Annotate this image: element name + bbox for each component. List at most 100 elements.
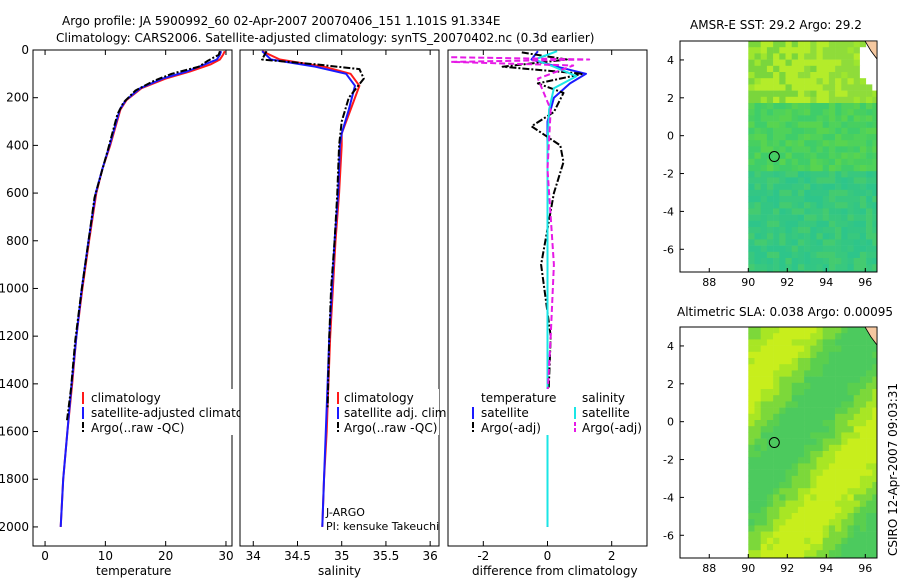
- map-cell: [872, 358, 878, 365]
- map-cell: [748, 426, 755, 433]
- map-cell: [822, 214, 830, 222]
- map-cell: [748, 376, 755, 384]
- map-cell: [828, 432, 836, 439]
- map-cell: [791, 500, 799, 508]
- map-cell: [754, 469, 761, 477]
- map-cell: [785, 451, 792, 458]
- map-cell: [754, 165, 761, 172]
- map-cell: [828, 407, 836, 415]
- map-cell: [835, 376, 842, 384]
- map-cell: [847, 413, 854, 421]
- map-cell: [804, 432, 811, 439]
- map-cell: [841, 158, 848, 166]
- map-cell: [766, 90, 774, 98]
- y-tick-label: 2000: [0, 520, 29, 534]
- map-cell: [835, 47, 842, 54]
- map-cell: [835, 358, 842, 365]
- map-cell: [766, 53, 774, 60]
- map-cell: [810, 475, 817, 483]
- map-cell: [822, 382, 830, 390]
- map-cell: [791, 389, 799, 396]
- map-cell: [835, 202, 842, 209]
- map-cell: [797, 220, 805, 228]
- map-cell: [853, 469, 861, 477]
- map-cell: [872, 457, 878, 464]
- map-cell: [810, 227, 817, 234]
- map-cell: [872, 537, 878, 545]
- map-cell: [804, 370, 811, 377]
- map-cell: [779, 401, 786, 408]
- map-cell: [847, 438, 854, 446]
- map-cell: [810, 220, 817, 228]
- map-cell: [847, 121, 854, 129]
- map-cell: [816, 500, 823, 508]
- map-cell: [859, 537, 867, 545]
- map-cell: [779, 208, 786, 215]
- series-line-salinity-satellite: [533, 50, 578, 527]
- map-cell: [797, 420, 805, 427]
- map-cell: [816, 451, 823, 458]
- map-cell: [773, 364, 780, 371]
- difference-x-axis: -2 0 2: [477, 50, 616, 563]
- map-cell: [822, 196, 830, 203]
- map-cell: [835, 177, 842, 184]
- map-cell: [828, 41, 836, 48]
- map-cell: [835, 65, 842, 73]
- map-cell: [748, 189, 755, 197]
- map-cell: [853, 457, 861, 464]
- map-cell: [804, 333, 811, 340]
- map-cell: [866, 500, 873, 508]
- map-cell: [754, 53, 761, 60]
- map-cell: [791, 426, 799, 433]
- map-cell: [804, 96, 811, 104]
- map-cell: [866, 258, 873, 265]
- map-cell: [841, 239, 848, 246]
- map-cell: [841, 370, 848, 377]
- map-cell: [810, 183, 817, 191]
- map-cell: [766, 103, 774, 110]
- map-cell: [853, 245, 861, 253]
- map-cell: [828, 214, 836, 222]
- map-cell: [804, 72, 811, 79]
- map-cell: [748, 84, 755, 91]
- map-cell: [822, 488, 830, 495]
- map-cell: [822, 327, 830, 334]
- map-cell: [859, 475, 867, 483]
- map-cell: [785, 177, 792, 184]
- map-cell: [810, 258, 817, 265]
- map-cell: [766, 270, 774, 273]
- map-cell: [760, 525, 768, 532]
- map-cell: [773, 121, 780, 129]
- map-cell: [847, 327, 854, 334]
- map-cell: [866, 202, 873, 209]
- map-cell: [791, 333, 799, 340]
- map-cell: [773, 327, 780, 334]
- map-cell: [816, 208, 823, 215]
- map-cell: [859, 233, 867, 240]
- salinity-axes-frame: [239, 49, 440, 547]
- map-cell: [804, 457, 811, 464]
- map-cell: [779, 202, 786, 209]
- map-cell: [773, 59, 780, 67]
- map-cell: [779, 420, 786, 427]
- map-cell: [785, 376, 792, 384]
- map-cell: [779, 370, 786, 377]
- map-cell: [816, 220, 823, 228]
- map-cell: [785, 407, 792, 415]
- map-cell: [828, 59, 836, 67]
- map-cell: [766, 327, 774, 334]
- map-cell: [773, 127, 780, 135]
- map-cell: [791, 358, 799, 365]
- map-cell: [779, 177, 786, 184]
- map-cell: [859, 556, 867, 559]
- map-cell: [835, 519, 842, 526]
- map-cell: [828, 475, 836, 483]
- map-cell: [779, 382, 786, 390]
- map-cell: [816, 432, 823, 439]
- y-tick-label: 2: [667, 378, 674, 391]
- map-cell: [866, 239, 873, 246]
- map-cell: [872, 245, 878, 253]
- map-cell: [804, 189, 811, 197]
- map-cell: [859, 457, 867, 464]
- map-cell: [822, 370, 830, 377]
